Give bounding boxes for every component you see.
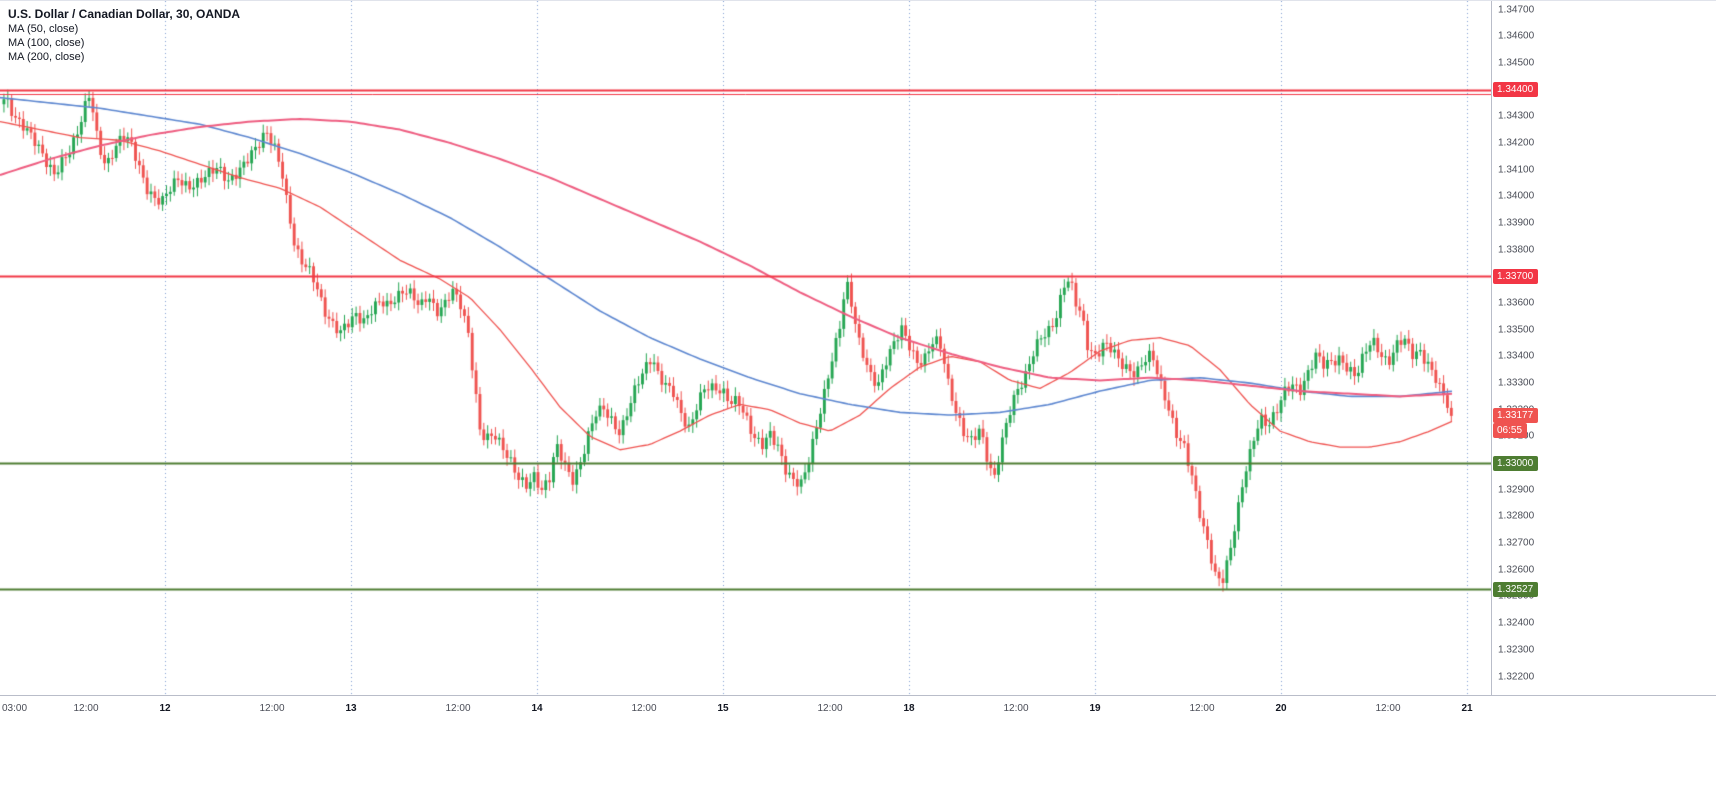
symbol-title[interactable]: U.S. Dollar / Canadian Dollar, 30, OANDA [8, 7, 241, 21]
time-day-label: 21 [1461, 703, 1473, 714]
time-day-label: 14 [531, 703, 543, 714]
time-label: 03:00 [2, 703, 28, 714]
price-tick-label: 1.33900 [1498, 217, 1535, 229]
price-tick-label: 1.32700 [1498, 537, 1535, 549]
price-level-tag: 1.33000 [1493, 455, 1539, 471]
time-day-label: 19 [1089, 703, 1101, 714]
price-level-tag: 1.32527 [1493, 581, 1539, 597]
time-day-label: 12 [159, 703, 171, 714]
price-level-tag: 1.34400 [1493, 82, 1539, 98]
price-tick-label: 1.32400 [1498, 617, 1535, 629]
symbol-legend: U.S. Dollar / Canadian Dollar, 30, OANDA… [8, 7, 240, 64]
price-tick-label: 1.34600 [1498, 30, 1535, 42]
price-tick-label: 1.32200 [1498, 671, 1535, 683]
price-level-tag: 1.33700 [1493, 268, 1539, 284]
time-label: 12:00 [631, 703, 657, 714]
time-label: 12:00 [259, 703, 285, 714]
price-tick-label: 1.34100 [1498, 164, 1535, 176]
price-tick-label: 1.33800 [1498, 244, 1535, 256]
time-label: 12:00 [1003, 703, 1029, 714]
indicator-ma200-label[interactable]: MA (200, close) [8, 51, 85, 63]
price-axis[interactable]: 1.34700 1.34600 1.34500 1.34400 1.34300 1.342… [1491, 1, 1716, 695]
price-tick-label: 1.33400 [1498, 350, 1535, 362]
time-label: 12:00 [1375, 703, 1401, 714]
indicator-ma100-label[interactable]: MA (100, close) [8, 37, 85, 49]
last-price-tag: 1.33177 [1493, 408, 1539, 424]
price-tick-label: 1.34000 [1498, 190, 1535, 202]
countdown-tag: 06:55 [1493, 423, 1528, 439]
price-tick-label: 1.33300 [1498, 377, 1535, 389]
time-day-label: 20 [1275, 703, 1287, 714]
time-label: 12:00 [817, 703, 843, 714]
indicator-ma50-label[interactable]: MA (50, close) [8, 23, 79, 35]
price-tick-label: 1.33600 [1498, 297, 1535, 309]
price-tick-label: 1.32800 [1498, 510, 1535, 522]
price-tick-label: 1.32600 [1498, 564, 1535, 576]
time-label: 12:00 [445, 703, 471, 714]
time-day-label: 18 [903, 703, 915, 714]
price-tick-label: 1.32300 [1498, 644, 1535, 656]
price-tick-label: 1.34500 [1498, 57, 1535, 69]
price-tick-label: 1.33500 [1498, 324, 1535, 336]
price-tick-label: 1.34200 [1498, 137, 1535, 149]
price-tick-label: 1.34300 [1498, 110, 1535, 122]
time-day-label: 15 [717, 703, 729, 714]
time-label: 12:00 [73, 703, 99, 714]
time-day-label: 13 [345, 703, 357, 714]
price-tick-label: 1.32900 [1498, 484, 1535, 496]
time-label: 12:00 [1189, 703, 1215, 714]
price-tick-label: 1.34700 [1498, 4, 1535, 16]
time-axis[interactable]: 03:00 12:00 12 12:00 13 12:00 14 12:00 15 12:00 18… [0, 695, 1716, 786]
